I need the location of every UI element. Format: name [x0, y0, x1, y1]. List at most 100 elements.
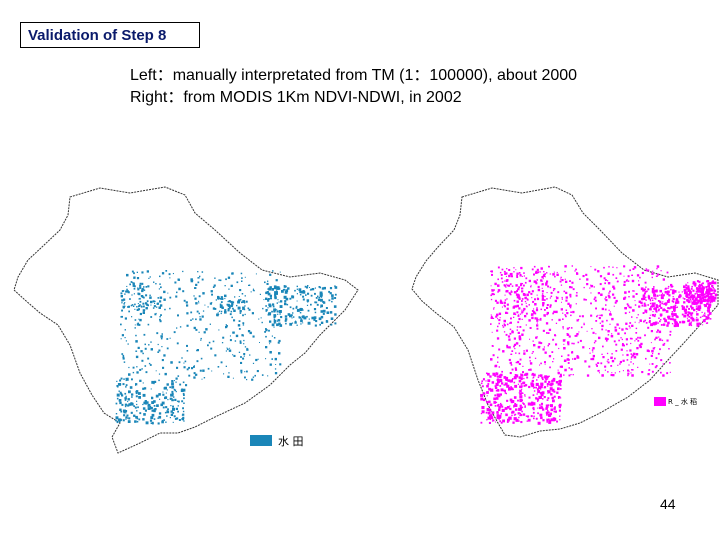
- field-pixel: [496, 313, 499, 316]
- field-pixel: [513, 376, 517, 380]
- field-pixel: [708, 303, 712, 307]
- field-pixel: [663, 309, 666, 311]
- field-pixel: [174, 380, 175, 382]
- field-pixel: [127, 398, 130, 401]
- field-pixel: [645, 269, 648, 272]
- field-pixel: [142, 403, 144, 406]
- field-pixel: [628, 296, 630, 298]
- field-pixel: [552, 399, 555, 403]
- field-pixel: [585, 299, 587, 301]
- field-pixel: [232, 331, 235, 334]
- field-pixel: [648, 369, 650, 371]
- field-pixel: [509, 332, 512, 335]
- field-pixel: [131, 294, 133, 296]
- field-pixel: [499, 300, 503, 303]
- field-pixel: [239, 342, 242, 344]
- field-pixel: [246, 379, 248, 381]
- field-pixel: [130, 402, 134, 406]
- field-pixel: [670, 288, 672, 291]
- field-pixel: [182, 290, 185, 293]
- field-pixel: [300, 307, 302, 310]
- field-pixel: [131, 316, 133, 318]
- field-pixel: [520, 386, 523, 389]
- field-pixel: [709, 296, 712, 299]
- field-pixel: [522, 309, 525, 312]
- field-pixel: [632, 268, 635, 270]
- field-pixel: [240, 356, 242, 358]
- field-pixel: [135, 390, 139, 393]
- field-pixel: [509, 293, 512, 296]
- field-pixel: [497, 278, 499, 281]
- field-pixel: [671, 291, 675, 295]
- field-pixel: [533, 373, 536, 377]
- field-pixel: [320, 306, 322, 308]
- field-pixel: [160, 314, 162, 316]
- field-pixel: [686, 313, 690, 317]
- field-pixel: [161, 401, 165, 405]
- field-pixel: [500, 413, 502, 415]
- field-pixel: [116, 393, 120, 397]
- field-pixel: [579, 278, 581, 280]
- field-pixel: [121, 394, 124, 397]
- region-outline: [13, 186, 359, 454]
- field-pixel: [155, 370, 157, 372]
- legend-label-right: R _ 水 稻: [668, 398, 698, 406]
- field-pixel: [648, 321, 651, 324]
- field-pixel: [292, 307, 295, 310]
- field-pixel: [122, 298, 126, 301]
- field-pixel: [296, 288, 298, 290]
- field-pixel: [220, 296, 223, 299]
- field-pixel: [157, 297, 160, 299]
- field-pixel: [513, 299, 516, 302]
- field-pixel: [652, 305, 655, 308]
- field-pixel: [674, 304, 677, 307]
- field-pixel: [539, 413, 543, 417]
- field-pixel: [498, 322, 500, 325]
- field-pixel: [666, 324, 669, 327]
- field-pixel: [617, 364, 619, 366]
- field-pixel: [651, 363, 654, 365]
- field-pixel: [217, 312, 219, 314]
- field-pixel: [517, 314, 519, 316]
- field-pixel: [518, 272, 521, 274]
- field-pixel: [122, 409, 126, 413]
- field-pixel: [648, 294, 650, 296]
- field-pixel: [228, 288, 230, 290]
- field-pixel: [635, 332, 638, 334]
- field-pixel: [498, 319, 501, 322]
- field-pixel: [506, 290, 509, 293]
- field-pixel: [500, 299, 502, 301]
- field-pixel: [181, 400, 184, 403]
- field-pixel: [497, 382, 499, 384]
- field-pixel: [563, 374, 565, 376]
- field-pixel: [221, 297, 224, 300]
- field-pixel: [328, 290, 331, 293]
- field-pixel: [703, 314, 706, 317]
- field-pixel: [126, 290, 129, 293]
- field-pixel: [126, 414, 129, 417]
- field-pixel: [600, 293, 603, 296]
- field-pixel: [509, 398, 513, 402]
- field-pixel: [158, 412, 162, 415]
- field-pixel: [552, 289, 555, 292]
- field-pixel: [683, 298, 686, 300]
- field-pixel: [192, 318, 194, 320]
- field-pixel: [641, 304, 644, 307]
- field-pixel: [315, 301, 318, 304]
- field-pixel: [628, 325, 631, 327]
- field-pixel: [635, 353, 639, 356]
- field-pixel: [267, 313, 270, 316]
- field-pixel: [528, 369, 530, 371]
- field-pixel: [197, 271, 199, 273]
- field-pixel: [646, 349, 650, 352]
- field-pixel: [665, 310, 669, 313]
- field-pixel: [641, 297, 644, 301]
- field-pixel: [560, 278, 562, 280]
- field-pixel: [161, 359, 164, 362]
- field-pixel: [195, 328, 198, 331]
- field-pixel: [130, 304, 133, 307]
- field-pixel: [519, 404, 522, 407]
- field-pixel: [678, 291, 680, 293]
- field-pixel: [701, 315, 703, 317]
- field-pixel: [549, 306, 552, 308]
